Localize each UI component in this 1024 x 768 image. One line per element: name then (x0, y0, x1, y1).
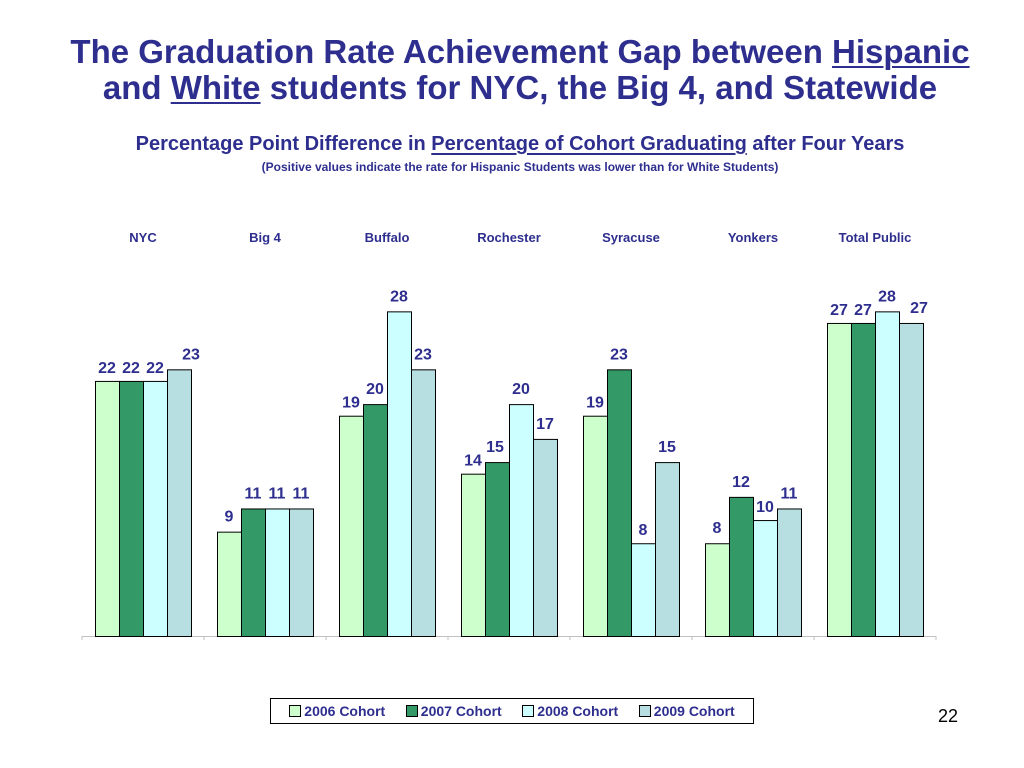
bar (241, 508, 266, 638)
data-label: 11 (269, 485, 286, 502)
bar (95, 380, 120, 638)
data-label: 27 (830, 302, 848, 319)
legend-swatch-2006 (289, 705, 302, 717)
bar (485, 462, 510, 637)
category-label: Big 4 (249, 230, 282, 245)
data-label: 9 (225, 509, 234, 526)
title-part1: The Graduation Rate Achievement Gap betw… (70, 33, 833, 70)
data-label: 19 (586, 395, 604, 412)
data-label: 22 (98, 360, 116, 377)
subtitle-part2: after Four Years (746, 133, 905, 155)
legend-label-2006: 2006 Cohort (304, 703, 386, 719)
title-part2: and (102, 69, 171, 106)
bar (827, 322, 852, 637)
data-label: 11 (245, 485, 262, 502)
bar (753, 520, 778, 638)
bar (851, 322, 876, 637)
bar (631, 543, 656, 638)
slide-title: The Graduation Rate Achievement Gap betw… (0, 34, 1024, 106)
bar (533, 438, 558, 638)
data-label: 10 (756, 499, 774, 516)
legend-item-2007: 2007 Cohort (405, 703, 502, 719)
data-label: 14 (464, 453, 482, 470)
data-label: 12 (732, 474, 750, 491)
legend-item-2008: 2008 Cohort (522, 703, 618, 719)
bar (289, 508, 314, 638)
category-label: Total Public (839, 230, 912, 245)
bar (509, 404, 534, 637)
bar (729, 496, 754, 637)
bar (363, 404, 388, 637)
legend-swatch-2008 (522, 705, 535, 717)
category-label: Yonkers (728, 230, 778, 245)
data-label: 23 (610, 346, 628, 363)
data-label: 19 (342, 395, 360, 412)
bar (387, 311, 412, 637)
bar (461, 473, 486, 637)
category-label: Rochester (477, 230, 541, 245)
legend-swatch-2009 (638, 705, 651, 717)
category-label: Buffalo (365, 230, 410, 245)
category-label: Syracuse (602, 230, 660, 245)
category-label: NYC (129, 230, 157, 245)
bar (899, 322, 924, 637)
data-label: 23 (182, 346, 200, 363)
data-label: 22 (122, 360, 140, 377)
bar (265, 508, 290, 638)
legend-label-2008: 2008 Cohort (537, 703, 619, 719)
legend-item-2009: 2009 Cohort (638, 703, 735, 719)
legend-label-2009: 2009 Cohort (653, 703, 735, 719)
data-label: 28 (878, 288, 896, 305)
data-label: 22 (146, 360, 164, 377)
data-label: 11 (781, 485, 798, 502)
bar (607, 369, 632, 637)
data-label: 28 (390, 288, 408, 305)
chart-note: (Positive values indicate the rate for H… (261, 160, 779, 174)
bar (705, 543, 730, 638)
chart-subtitle: Percentage Point Difference in Percentag… (0, 133, 1024, 156)
data-label: 8 (639, 522, 648, 539)
data-label: 17 (536, 416, 554, 433)
bar (167, 369, 192, 637)
bar (411, 369, 436, 637)
bar (655, 462, 680, 637)
title-white: White (170, 69, 261, 106)
data-label: 15 (486, 439, 504, 456)
subtitle-part1: Percentage Point Difference in (135, 133, 432, 155)
bar (143, 380, 168, 638)
data-label: 20 (366, 381, 384, 398)
legend-item-2006: 2006 Cohort (289, 703, 385, 719)
bar (339, 415, 364, 637)
bar (217, 531, 242, 637)
data-label: 20 (512, 381, 530, 398)
bar (583, 415, 608, 637)
legend-label-2007: 2007 Cohort (420, 703, 502, 719)
title-hispanic: Hispanic (832, 33, 970, 70)
title-part3: students for NYC, the Big 4, and Statewi… (260, 69, 938, 106)
legend-swatch-2007 (405, 705, 418, 717)
subtitle-underlined: Percentage of Cohort Graduating (431, 133, 747, 155)
chart-legend: 2006 Cohort 2007 Cohort 2008 Cohort 2009… (270, 698, 754, 724)
data-label: 23 (414, 346, 432, 363)
bar (777, 508, 802, 638)
page-number: 22 (938, 706, 959, 726)
bar (119, 380, 144, 638)
data-label: 11 (293, 485, 310, 502)
data-label: 15 (658, 439, 676, 456)
data-label: 27 (910, 300, 928, 317)
bar (875, 311, 900, 637)
data-label: 27 (854, 302, 872, 319)
data-label: 8 (713, 520, 722, 537)
